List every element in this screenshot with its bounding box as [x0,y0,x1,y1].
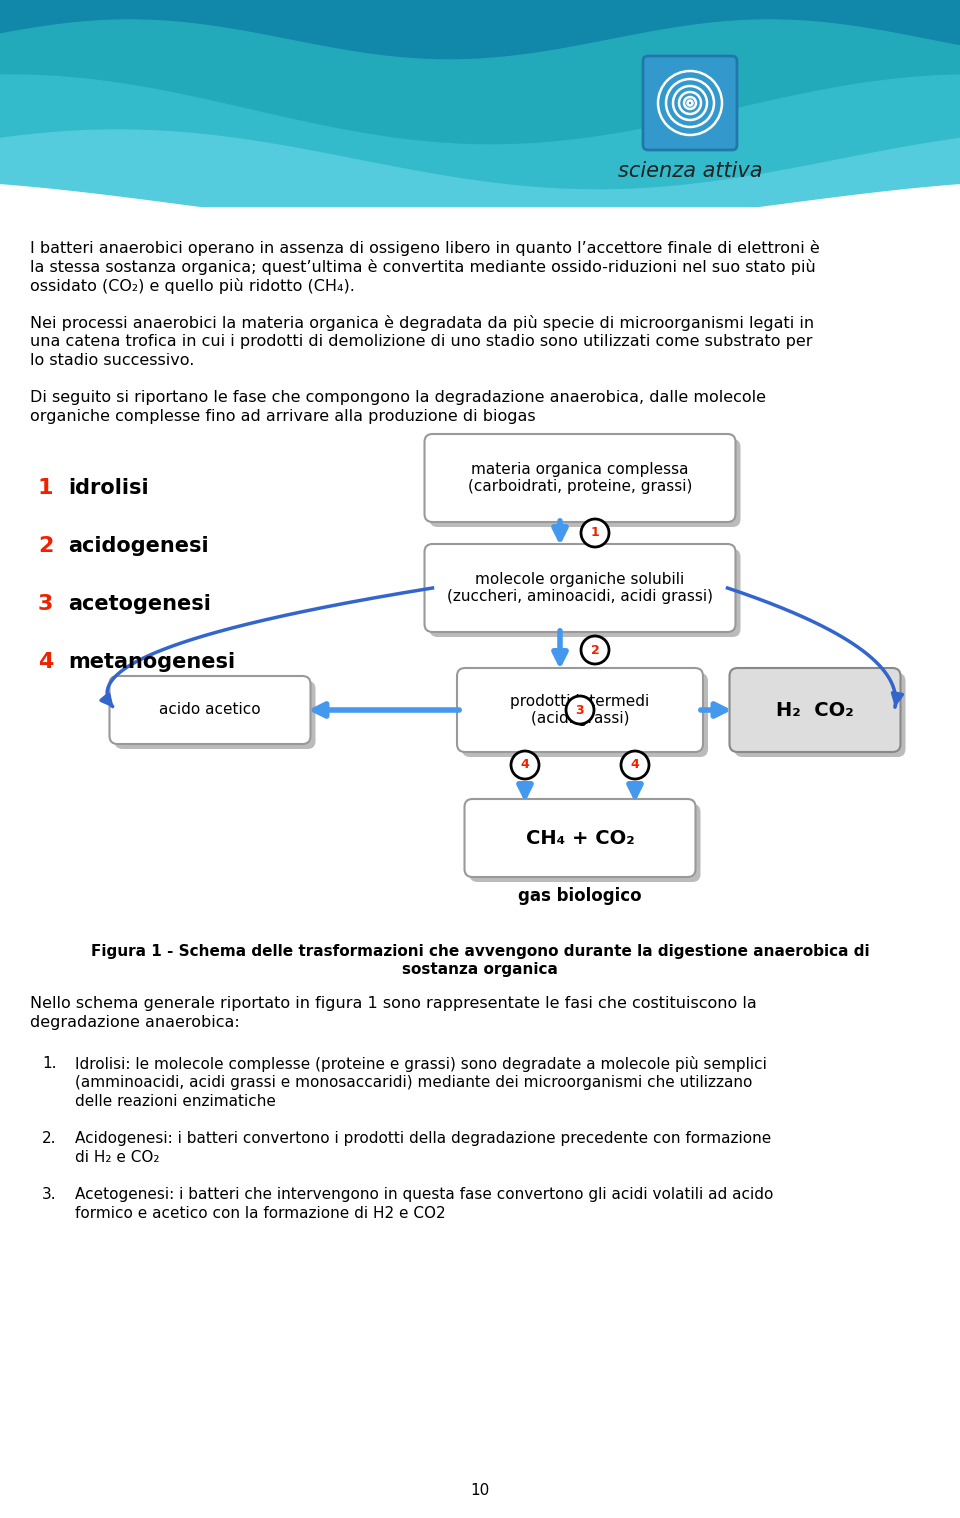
Text: 1: 1 [590,527,599,539]
Text: metanogenesi: metanogenesi [68,653,235,672]
Text: lo stadio successivo.: lo stadio successivo. [30,354,194,367]
FancyBboxPatch shape [424,434,735,522]
Text: Acidogenesi: i batteri convertono i prodotti della degradazione precedente con f: Acidogenesi: i batteri convertono i prod… [75,1131,771,1146]
Text: formico e acetico con la formazione di H2 e CO2: formico e acetico con la formazione di H… [75,1205,445,1220]
Text: materia organica complessa: materia organica complessa [471,461,688,477]
Text: 2: 2 [590,644,599,656]
Text: 10: 10 [470,1483,490,1498]
Text: 1: 1 [38,478,54,498]
Text: Nello schema generale riportato in figura 1 sono rappresentate le fasi che costi: Nello schema generale riportato in figur… [30,996,756,1011]
Text: degradazione anaerobica:: degradazione anaerobica: [30,1016,240,1031]
Text: I batteri anaerobici operano in assenza di ossigeno libero in quanto l’accettore: I batteri anaerobici operano in assenza … [30,240,820,257]
Text: Acetogenesi: i batteri che intervengono in questa fase convertono gli acidi vola: Acetogenesi: i batteri che intervengono … [75,1187,774,1202]
Text: acidogenesi: acidogenesi [68,536,208,556]
Text: (carboidrati, proteine, grassi): (carboidrati, proteine, grassi) [468,480,692,493]
Text: Di seguito si riportano le fase che compongono la degradazione anaerobica, dalle: Di seguito si riportano le fase che comp… [30,390,766,405]
Circle shape [581,636,609,663]
Text: (acidi grassi): (acidi grassi) [531,710,629,726]
Circle shape [566,695,594,724]
FancyBboxPatch shape [429,439,740,527]
Text: 3: 3 [576,703,585,716]
FancyBboxPatch shape [457,668,703,751]
FancyBboxPatch shape [429,550,740,638]
FancyBboxPatch shape [643,56,737,150]
Text: CH₄ + CO₂: CH₄ + CO₂ [526,829,635,847]
Text: di H₂ e CO₂: di H₂ e CO₂ [75,1151,159,1164]
Text: scienza attiva: scienza attiva [617,161,762,181]
Text: gas biologico: gas biologico [518,887,642,905]
FancyBboxPatch shape [734,672,905,757]
Text: acido acetico: acido acetico [159,703,261,718]
Text: 4: 4 [520,759,529,771]
FancyBboxPatch shape [424,543,735,631]
Text: (zuccheri, aminoacidi, acidi grassi): (zuccheri, aminoacidi, acidi grassi) [447,589,713,604]
Circle shape [511,751,539,779]
FancyBboxPatch shape [465,798,695,877]
Text: (amminoacidi, acidi grassi e monosaccaridi) mediante dei microorganismi che util: (amminoacidi, acidi grassi e monosaccari… [75,1075,753,1090]
Text: 4: 4 [38,653,54,672]
Text: una catena trofica in cui i prodotti di demolizione di uno stadio sono utilizzat: una catena trofica in cui i prodotti di … [30,334,812,349]
Text: Figura 1 - Schema delle trasformazioni che avvengono durante la digestione anaer: Figura 1 - Schema delle trasformazioni c… [90,944,870,959]
Text: 4: 4 [631,759,639,771]
Circle shape [621,751,649,779]
Text: la stessa sostanza organica; quest’ultima è convertita mediante ossido-riduzioni: la stessa sostanza organica; quest’ultim… [30,260,816,275]
Text: idrolisi: idrolisi [68,478,149,498]
Text: 3.: 3. [42,1187,57,1202]
Text: 1.: 1. [42,1057,57,1072]
Text: 2: 2 [38,536,54,556]
FancyBboxPatch shape [114,682,316,748]
FancyBboxPatch shape [109,676,310,744]
FancyBboxPatch shape [462,672,708,757]
Text: H₂  CO₂: H₂ CO₂ [776,700,853,720]
Text: Idrolisi: le molecole complesse (proteine e grassi) sono degradate a molecole pi: Idrolisi: le molecole complesse (protein… [75,1057,767,1072]
Text: organiche complesse fino ad arrivare alla produzione di biogas: organiche complesse fino ad arrivare all… [30,408,536,424]
Text: molecole organiche solubili: molecole organiche solubili [475,572,684,587]
Text: 3: 3 [38,594,54,613]
Text: sostanza organica: sostanza organica [402,962,558,978]
Text: ossidato (CO₂) e quello più ridotto (CH₄).: ossidato (CO₂) e quello più ridotto (CH₄… [30,278,355,294]
Text: 2.: 2. [42,1131,57,1146]
Text: delle reazioni enzimatiche: delle reazioni enzimatiche [75,1094,276,1110]
Text: prodotti intermedi: prodotti intermedi [511,694,650,709]
FancyBboxPatch shape [469,805,701,882]
Circle shape [581,519,609,546]
Text: Nei processi anaerobici la materia organica è degradata da più specie di microor: Nei processi anaerobici la materia organ… [30,316,814,331]
FancyBboxPatch shape [730,668,900,751]
Text: acetogenesi: acetogenesi [68,594,211,613]
